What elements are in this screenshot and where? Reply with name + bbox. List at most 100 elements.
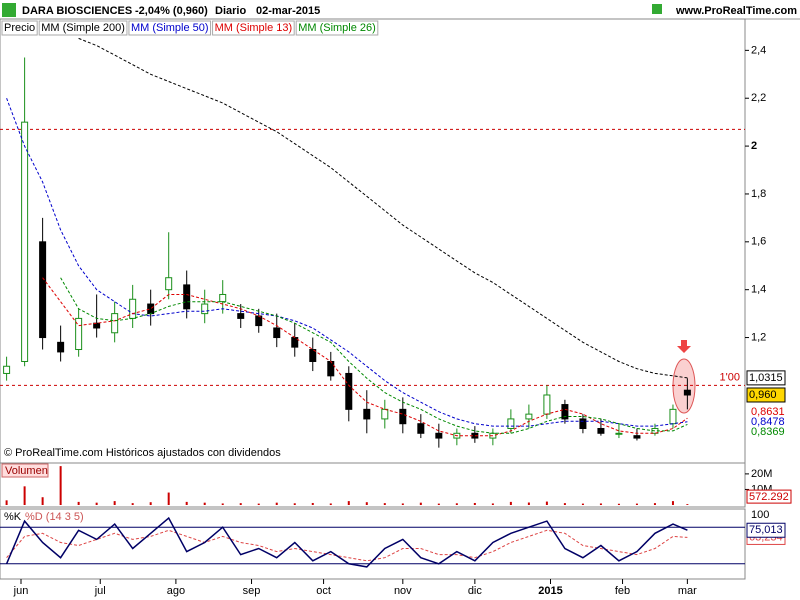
stoch-last: 75,013 [749,524,783,536]
legend-entry: MM (Simple 200) [41,22,125,34]
candle-body [273,327,281,339]
y-tick-label: 1,6 [751,236,766,248]
volume-bar [329,503,332,505]
candle-body [597,427,605,434]
candle-body [417,423,425,434]
volume-bar [545,501,548,505]
volume-bar [149,502,152,505]
candle-body [111,313,119,334]
stoch-title: %K [4,511,22,523]
volume-bar [59,466,62,505]
volume-bar [671,501,674,505]
volume-bar [686,504,689,505]
last-value: 0,8369 [751,426,785,438]
legend-entry: MM (Simple 26) [298,22,376,34]
legend-entry: Precio [4,22,35,34]
candle-body [165,277,173,291]
volume-bar [95,502,98,505]
last-value: 1,0315 [749,372,783,384]
volume-title: Volumen [5,465,48,477]
legend-box [212,20,295,36]
moving-average [78,37,688,379]
x-tick-label: ago [167,585,185,597]
x-tick-label: jun [13,585,29,597]
volume-bar [239,503,242,505]
volume-bar [437,503,440,505]
volume-bar [113,501,116,505]
reference-label: 1'00 [720,371,740,383]
x-tick-label: sep [243,585,261,597]
volume-bar [77,501,80,505]
volume-bar [527,502,530,505]
x-tick-label: 2015 [538,585,562,597]
y-tick-label: 1,8 [751,188,766,200]
candle-body [237,313,245,319]
last-value-box [746,370,786,386]
candle-body [525,413,533,420]
candle-body [21,121,29,362]
candle-body [3,365,11,374]
date: 02-mar-2015 [256,5,320,17]
period: Diario [215,5,246,17]
candle-body [561,404,569,420]
volume-bar [203,502,206,505]
candle-body [633,435,641,439]
legend-box [1,20,38,36]
stoch-line [6,529,688,562]
stoch-box [746,522,786,538]
last-volume-box [746,489,792,504]
y-tick-label: 2,4 [751,44,766,56]
candle-body [363,408,371,420]
moving-average [6,98,688,427]
legend-entry: MM (Simple 50) [131,22,209,34]
source: www.ProRealTime.com [675,5,797,17]
last-close: 0,960 [749,389,777,401]
x-tick-label: dic [468,585,483,597]
candle-body [201,303,209,315]
arrow [677,340,691,353]
candle-body [75,317,83,351]
volume-bar [635,503,638,505]
candle-body [309,349,317,362]
x-tick-label: oct [316,585,331,597]
candle-body [579,418,587,429]
last-value: 0,8478 [751,416,785,428]
moving-average [60,277,688,434]
candle-body [507,418,515,429]
volume-bar [5,500,8,505]
volume-bar [365,502,368,505]
volume-bar [41,497,44,505]
stoch-legend: %D (14 3 5) [25,511,84,523]
x-tick-label: jul [94,585,106,597]
candle-body [615,432,623,435]
volume-bar [401,503,404,505]
volume-bar [347,501,350,505]
candle-body [93,322,101,329]
main-plot [0,37,745,448]
volume-bar [221,503,224,505]
volume-bar [311,502,314,505]
y-tick-label: 20M [751,468,772,480]
candle-body [129,298,137,319]
candle-body [669,408,677,425]
stoch-frame [0,508,746,580]
volume-bar [185,501,188,505]
volume-bar [473,502,476,505]
y-tick-label: 1,4 [751,284,766,296]
volume-bar [23,486,26,505]
candle-body [219,293,227,303]
stoch-line [5,516,688,568]
volume-bar [419,502,422,505]
volume-bar [167,492,170,505]
candle-body [327,360,335,377]
candle-body [57,341,65,353]
chart-title: DARA BIOSCIENCES [22,5,132,17]
legend-entry: MM (Simple 13) [215,22,293,34]
volume-bar [383,503,386,505]
volume-bar [131,503,134,505]
candle-body [381,408,389,420]
moving-average [42,277,688,437]
footnote: © ProRealTime.com Históricos ajustados c… [4,447,281,459]
